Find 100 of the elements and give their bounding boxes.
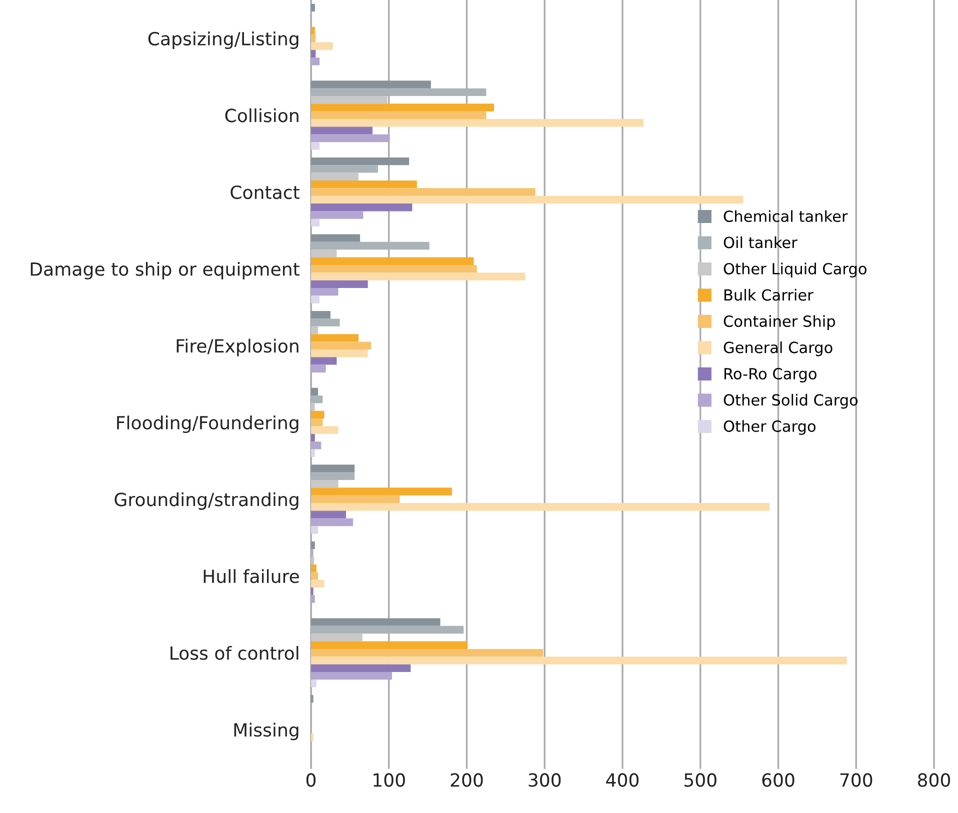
bar: [311, 50, 316, 58]
bar: [311, 503, 770, 511]
legend-label: Ro-Ro Cargo: [724, 368, 816, 382]
bar: [311, 318, 340, 326]
bar: [311, 80, 431, 88]
bar: [311, 242, 430, 250]
bar: [311, 664, 411, 672]
bar: [311, 357, 337, 365]
bar: [311, 634, 362, 642]
bar: [311, 326, 318, 334]
bar: [311, 334, 359, 342]
legend-label: Chemical tanker: [724, 210, 848, 222]
bar: [311, 288, 338, 296]
bar: [311, 626, 464, 634]
x-tick-label: 100: [374, 773, 405, 787]
legend-label: Bulk Carrier: [724, 288, 814, 301]
bar: [311, 656, 847, 664]
bar: [311, 165, 378, 173]
bar: [311, 126, 373, 134]
x-tick-label: 0: [306, 773, 316, 787]
bar: [311, 296, 320, 304]
bar: [311, 204, 412, 212]
bar: [311, 572, 318, 580]
y-tick-label: Fire/Explosion: [176, 338, 298, 356]
bar: [311, 418, 323, 426]
x-tick-label: 800: [918, 773, 950, 787]
bar: [311, 518, 354, 526]
bar: [311, 188, 536, 196]
x-tick-label: 200: [450, 773, 483, 787]
bar: [311, 556, 314, 564]
x-tick-label: 600: [762, 773, 794, 787]
legend-label: Other Cargo: [724, 420, 816, 435]
bar: [311, 648, 544, 657]
bar: [311, 218, 320, 227]
bar: [311, 234, 360, 242]
y-tick-label: Damage to ship or equipment: [30, 262, 300, 280]
bar: [311, 172, 359, 180]
bar: [311, 349, 368, 358]
bar: [311, 34, 316, 42]
bar: [311, 257, 474, 265]
y-tick-label: Grounding/stranding: [114, 492, 298, 510]
bar: [311, 264, 477, 273]
y-tick-label: Hull failure: [204, 569, 299, 584]
bar: [311, 442, 322, 450]
bar: [311, 564, 316, 572]
bar: [311, 449, 315, 457]
y-tick-label: Contact: [230, 185, 300, 200]
bar: [311, 272, 526, 280]
y-tick-label: Missing: [234, 722, 298, 740]
bar: [311, 541, 315, 550]
legend-label: Other Solid Cargo: [724, 394, 858, 409]
bar: [311, 672, 392, 680]
bar: [311, 104, 494, 112]
bar: [311, 641, 468, 649]
bar: [311, 4, 315, 12]
bar: [311, 396, 323, 404]
legend-label: Oil tanker: [724, 236, 798, 248]
bar: [311, 480, 338, 488]
bar: [311, 488, 452, 496]
bar: [311, 403, 315, 411]
legend-label: Container Ship: [724, 315, 835, 330]
bar: [311, 180, 417, 188]
bar: [311, 595, 315, 603]
bar: [311, 26, 315, 35]
x-tick-label: 700: [840, 773, 872, 787]
bar: [311, 580, 324, 588]
bar: [311, 58, 320, 66]
bar: [311, 250, 337, 258]
y-tick-label: Capsizing/Listing: [148, 32, 298, 50]
y-tick-label: Loss of control: [170, 646, 298, 660]
bar: [311, 426, 338, 434]
bar: [311, 111, 486, 120]
x-tick-label: 400: [606, 773, 639, 787]
bar: [311, 464, 355, 472]
bar: [311, 142, 320, 150]
bar: [311, 96, 388, 104]
bar: [311, 526, 318, 534]
bar: [311, 680, 316, 688]
bar: [311, 280, 368, 288]
bar: [311, 342, 371, 350]
legend-label: Other Liquid Cargo: [724, 262, 866, 278]
bar: [311, 472, 355, 480]
bar: [311, 211, 364, 219]
bar: [311, 510, 346, 518]
bar: [311, 388, 318, 396]
y-tick-label: Flooding/Foundering: [117, 416, 298, 434]
bar: [311, 119, 644, 127]
bar: [311, 196, 744, 204]
bar: [311, 157, 410, 166]
bar: [311, 42, 333, 50]
x-tick-label: 500: [684, 773, 716, 787]
bar: [311, 364, 326, 372]
legend-label: General Cargo: [724, 341, 832, 356]
bar: [311, 410, 324, 419]
bar: [311, 88, 486, 96]
y-tick-label: Collision: [225, 108, 298, 122]
bar: [311, 434, 315, 442]
bar: [311, 311, 330, 319]
bar: [311, 134, 390, 142]
bar: [311, 495, 400, 504]
